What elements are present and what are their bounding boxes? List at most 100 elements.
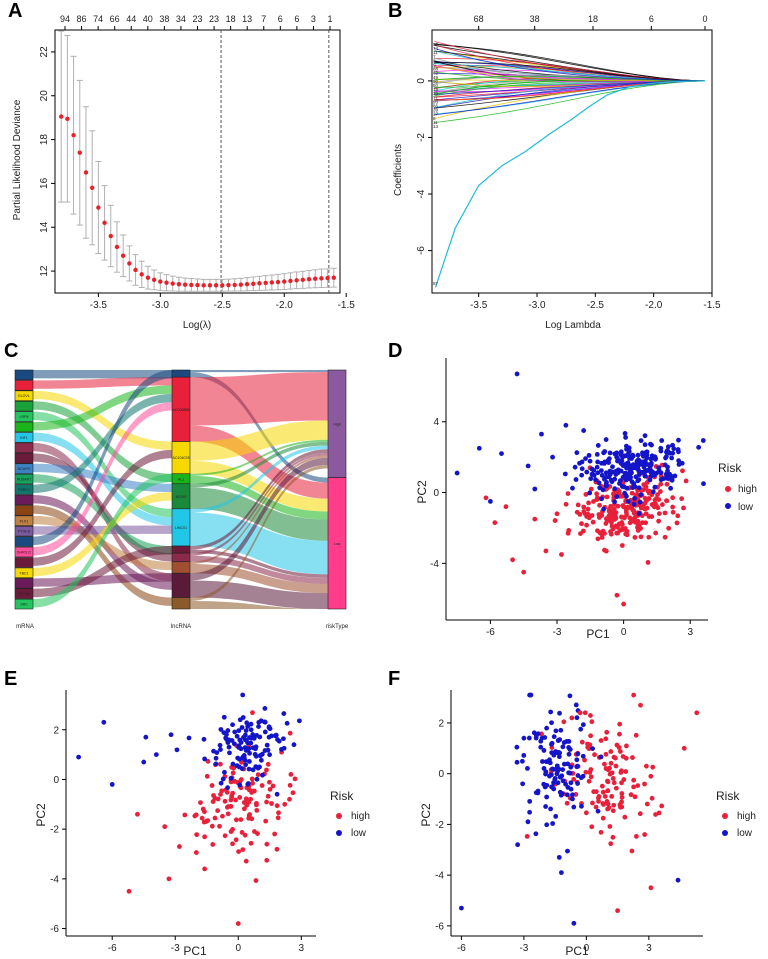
panel-d-ytick-label: 4 bbox=[433, 417, 439, 428]
panel-d-point-low bbox=[648, 473, 654, 479]
panel-e-point-high bbox=[290, 790, 296, 796]
panel-d-point-low bbox=[625, 451, 631, 457]
panel-d-point-high bbox=[606, 508, 612, 514]
panel-f-point-high bbox=[575, 764, 581, 769]
sankey-mrna-node-label: NUSAP1 bbox=[17, 478, 31, 482]
panel-e-point-low bbox=[234, 763, 240, 769]
sankey-flow-lncrna-risk bbox=[190, 464, 328, 601]
panel-d-point-high bbox=[615, 524, 620, 530]
panel-b-coef-path bbox=[434, 79, 705, 95]
panel-a-cv-point bbox=[58, 114, 64, 119]
panel-f-point-high bbox=[630, 755, 635, 760]
panel-a-cv-point bbox=[238, 282, 244, 287]
panel-f-ytick-label: -2 bbox=[435, 820, 444, 831]
panel-e-point-low bbox=[218, 747, 223, 752]
panel-d-point-low bbox=[676, 437, 681, 443]
panel-label-a: A bbox=[8, 0, 23, 22]
panel-b-top-label: 0 bbox=[702, 14, 707, 24]
panel-d-point-high bbox=[615, 503, 621, 509]
panel-d-point-high bbox=[595, 496, 600, 502]
panel-e-point-high bbox=[250, 780, 255, 786]
panel-d-point-low bbox=[624, 493, 629, 499]
panel-d-point-low bbox=[612, 469, 618, 475]
panel-d-point-high bbox=[653, 530, 659, 536]
panel-d-point-low bbox=[603, 483, 609, 489]
panel-d-point-high bbox=[664, 498, 669, 504]
panel-d-point-high bbox=[587, 465, 593, 471]
panel-f-point-low bbox=[557, 774, 563, 780]
panel-e-point-low bbox=[240, 715, 246, 720]
panel-d-point-low bbox=[629, 470, 634, 476]
panel-d-point-low bbox=[650, 489, 656, 495]
panel-f-point-low bbox=[543, 804, 549, 809]
panel-d-point-high bbox=[664, 498, 670, 504]
panel-d-point-low bbox=[633, 464, 639, 470]
panel-d-point-low bbox=[641, 464, 647, 470]
panel-f-point-high bbox=[638, 702, 643, 708]
panel-a-cv-point bbox=[207, 283, 213, 288]
panel-f-point-high bbox=[617, 749, 623, 754]
panel-a-top-label: 6 bbox=[294, 14, 299, 24]
panel-d-point-high bbox=[649, 514, 655, 519]
panel-f-legend-title: Risk bbox=[716, 789, 740, 803]
panel-e-point-high bbox=[274, 846, 280, 852]
panel-d-point-high bbox=[623, 509, 629, 515]
panel-d-point-low bbox=[602, 476, 607, 482]
panel-e-point-low bbox=[224, 737, 230, 742]
panel-d-point-low bbox=[668, 485, 674, 491]
panel-f-point-low bbox=[551, 780, 556, 786]
panel-f-point-low bbox=[550, 766, 555, 772]
panel-b-coef-path bbox=[434, 78, 705, 82]
panel-a-ytick-label: 16 bbox=[39, 177, 50, 189]
panel-e-point-high bbox=[246, 813, 252, 818]
panel-d-point-low bbox=[653, 456, 659, 461]
panel-a-xtick-label: -3.5 bbox=[90, 300, 108, 311]
panel-f-point-low bbox=[544, 822, 550, 828]
panel-e-point-high bbox=[229, 764, 235, 770]
panel-f-point-high bbox=[569, 762, 575, 768]
panel-d-xtick-label: -3 bbox=[553, 627, 562, 638]
panel-d-point-high bbox=[612, 517, 617, 522]
panel-d-point-high bbox=[655, 505, 661, 511]
panel-d-point-high bbox=[600, 528, 606, 534]
panel-e-point-low bbox=[226, 744, 232, 750]
panel-e-point-low bbox=[240, 755, 246, 761]
panel-f-point-low bbox=[549, 784, 555, 790]
panel-d-point-low bbox=[665, 475, 670, 481]
panel-f-point-low bbox=[579, 803, 584, 809]
panel-f-point-low bbox=[514, 759, 520, 765]
panel-f-point-low bbox=[555, 750, 561, 756]
panel-e-point-high bbox=[222, 798, 228, 804]
panel-d-point-high bbox=[643, 484, 649, 490]
panel-f-point-high bbox=[585, 744, 591, 750]
panel-e-point-high bbox=[243, 858, 249, 864]
sankey-flow-lncrna-risk bbox=[190, 487, 328, 541]
panel-d-point-high bbox=[633, 519, 639, 525]
panel-b-top-label: 38 bbox=[530, 14, 540, 24]
panel-d-point-high bbox=[584, 522, 589, 528]
panel-e-point-high bbox=[210, 799, 216, 804]
panel-f-point-low bbox=[552, 777, 558, 782]
panel-e-point-high bbox=[254, 807, 260, 813]
panel-b-coef-path bbox=[434, 57, 706, 82]
panel-d-point-low bbox=[593, 477, 598, 483]
panel-f-point-low bbox=[525, 766, 530, 771]
panel-b-coef-path bbox=[434, 50, 706, 82]
sankey-mrna-node bbox=[14, 546, 34, 558]
panel-d-point-low bbox=[636, 485, 642, 491]
panel-f-point-high bbox=[579, 739, 585, 745]
panel-f-legend-high: high bbox=[737, 811, 756, 822]
panel-f-point-high bbox=[561, 719, 567, 725]
panel-d-point-high bbox=[619, 514, 624, 520]
panel-e-point-low bbox=[101, 719, 107, 725]
sankey-flow-mrna-lncrna bbox=[33, 463, 172, 493]
sankey-mrna-node-label: PTGES bbox=[18, 530, 31, 534]
panel-d-point-high bbox=[599, 484, 604, 489]
panel-f-point-high bbox=[587, 742, 593, 748]
panel-f-point-high bbox=[591, 789, 597, 795]
panel-d-point-low bbox=[671, 446, 677, 452]
panel-b-coef-path bbox=[434, 80, 706, 87]
panel-d-point-high bbox=[656, 518, 662, 524]
panel-d-point-high bbox=[622, 474, 627, 480]
